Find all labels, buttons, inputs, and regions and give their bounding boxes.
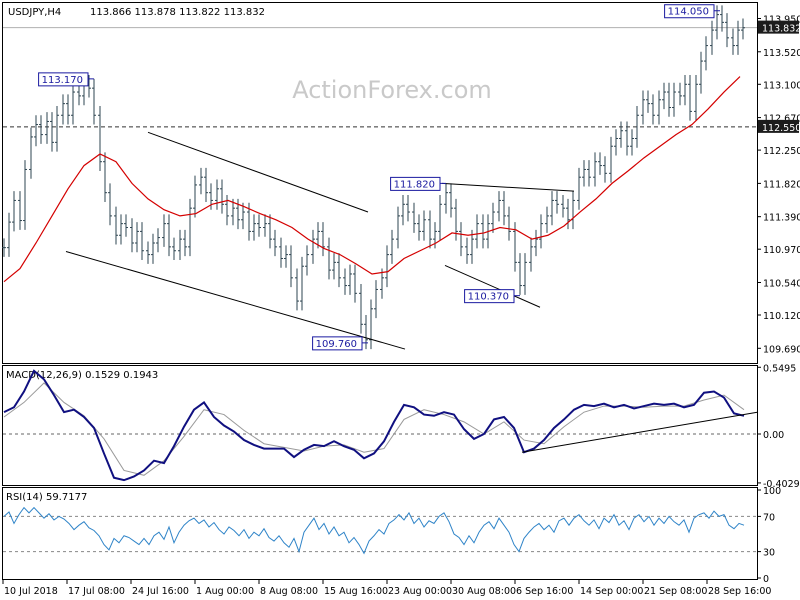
- reference-level-badge: [758, 119, 799, 133]
- macd-axis-tick-label: 0.00: [763, 430, 784, 441]
- rsi-axis-tick-label: 30: [763, 548, 775, 559]
- x-axis-tick-label: 10 Jul 2018: [4, 586, 58, 597]
- x-axis-tick-label: 14 Sep 00:00: [580, 586, 643, 597]
- rsi-label: RSI(14) 59.7177: [6, 492, 87, 503]
- macd-panel: [3, 369, 759, 482]
- trendline: [147, 131, 369, 213]
- trendline: [444, 264, 541, 308]
- rsi-axis-tick-label: 70: [763, 512, 775, 523]
- price-axis-tick-label: 113.520: [763, 48, 800, 59]
- macd-line: [3, 369, 745, 482]
- ohlc-readout: 113.866 113.878 113.822 113.832: [90, 7, 265, 18]
- price-axis-tick-label: 109.690: [763, 344, 800, 355]
- price-axis-tick-label: 110.540: [763, 278, 800, 289]
- rsi-panel-frame: [2, 487, 758, 580]
- macd-axis-tick-label: 0.5495: [763, 363, 796, 374]
- rsi-axis-tick-label: 100: [763, 486, 781, 497]
- x-axis-tick-label: 6 Sep 16:00: [516, 586, 573, 597]
- x-axis-tick-label: 30 Aug 08:00: [452, 586, 516, 597]
- axes: 113.950 113.520 113.100 112.670 112.250 111.8…: [2, 14, 800, 597]
- annotation-label: 113.170: [42, 75, 83, 86]
- x-axis-tick-label: 17 Jul 08:00: [68, 586, 125, 597]
- rsi-line: [3, 506, 745, 555]
- price-axis-tick-label: 111.820: [763, 179, 800, 190]
- x-axis-tick-label: 23 Aug 00:00: [388, 586, 452, 597]
- annotation-label: 114.050: [668, 7, 709, 18]
- reference-level-badge-label: 112.550: [762, 123, 800, 134]
- current-price-badge-label: 113.832: [762, 24, 800, 35]
- price-axis-tick-label: 113.950: [763, 14, 800, 25]
- price-axis-tick-label: 112.670: [763, 114, 800, 125]
- macd-trendline: [521, 411, 759, 453]
- price-axis-tick-label: 111.390: [763, 213, 800, 224]
- annotation-label: 109.760: [316, 339, 357, 350]
- price-axis-tick-label: 110.120: [763, 311, 800, 322]
- watermark: ActionForex.com: [292, 76, 492, 104]
- rsi-axis-tick-label: 0: [763, 574, 769, 585]
- rsi-panel: [3, 506, 757, 555]
- macd-axis-tick-label: -0.4029: [763, 479, 800, 490]
- x-axis-tick-label: 21 Sep 08:00: [644, 586, 707, 597]
- x-axis-tick-label: 15 Aug 16:00: [324, 586, 388, 597]
- x-axis-tick-label: 8 Aug 08:00: [260, 586, 318, 597]
- current-price-badge: [758, 20, 799, 34]
- x-axis-tick-label: 1 Aug 00:00: [196, 586, 254, 597]
- annotation-label: 111.820: [394, 179, 435, 190]
- symbol-label: USDJPY,H4: [8, 7, 61, 18]
- price-axis-tick-label: 113.100: [763, 80, 800, 91]
- price-panel: 113.170 111.820 110.370 109.760 114.050: [2, 4, 757, 351]
- trendline: [65, 251, 406, 350]
- x-axis-tick-label: 28 Sep 16:00: [708, 586, 771, 597]
- macd-label: MACD(12,26,9) 0.1529 0.1943: [6, 370, 158, 381]
- macd-panel-frame: [2, 365, 758, 486]
- trendline: [441, 182, 575, 192]
- annotation-label: 110.370: [468, 292, 509, 303]
- moving-average-line: [3, 76, 741, 283]
- x-axis-tick-label: 24 Jul 16:00: [132, 586, 189, 597]
- price-axis-tick-label: 110.970: [763, 245, 800, 256]
- price-axis-tick-label: 112.250: [763, 146, 800, 157]
